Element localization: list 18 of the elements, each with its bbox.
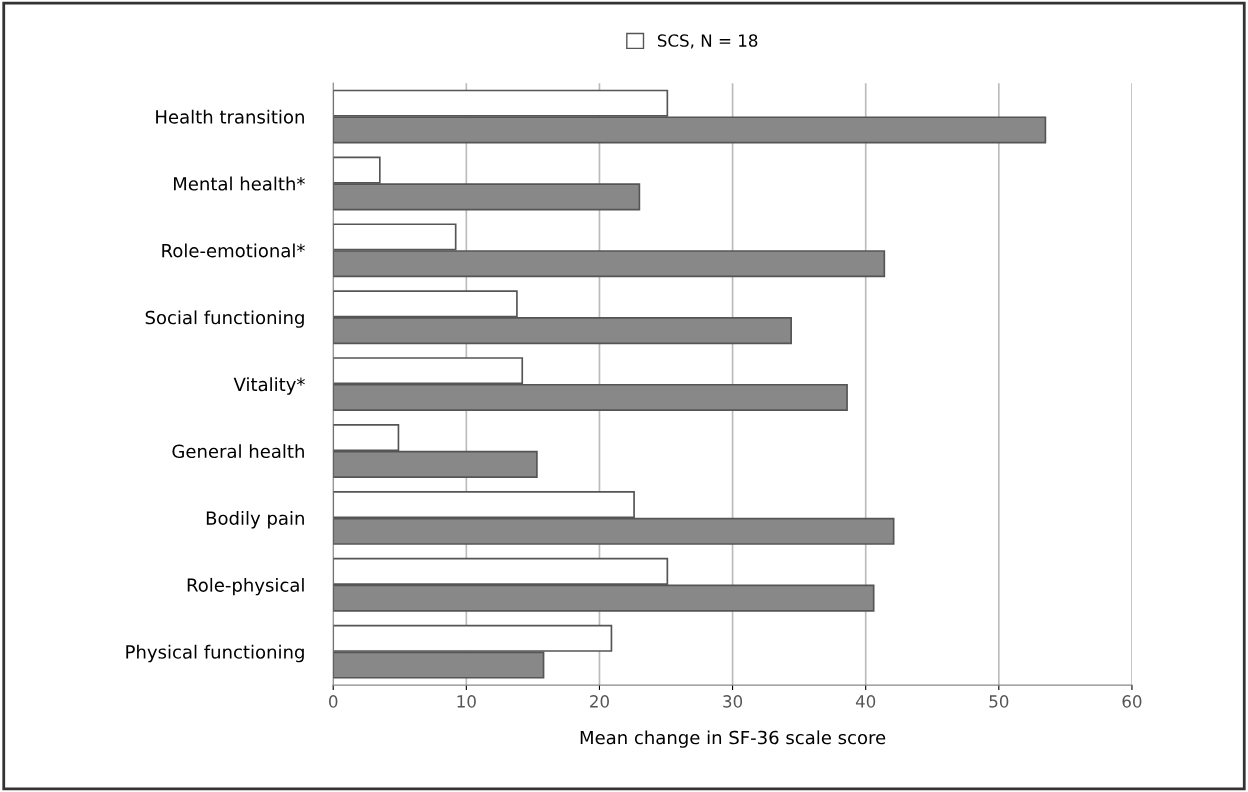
y-tick-label: General health [172, 444, 304, 459]
y-tick-label: Mental health* [174, 176, 305, 191]
x-tick-label: 30 [723, 695, 743, 708]
x-tick-label: 20 [590, 695, 609, 708]
y-tick-label: Physical functioning [126, 644, 304, 663]
y-tick-label: Role-emotional* [162, 243, 305, 258]
x-tick-label: 10 [457, 695, 476, 708]
y-tick-label: Bodily pain [206, 511, 304, 529]
y-tick-label: Health transition [156, 109, 304, 124]
x-axis-title: Mean change in SF-36 scale score [580, 730, 886, 748]
x-tick-label: 0 [329, 695, 338, 708]
x-tick-label: 50 [989, 695, 1009, 708]
legend-label: SCS, N = 18 [657, 34, 758, 49]
y-tick-label: Role-physical [187, 577, 304, 596]
x-tick-label: 40 [855, 695, 876, 708]
y-tick-label: Vitality* [233, 377, 305, 395]
y-tick-label: Social functioning [145, 310, 304, 328]
x-tick-label: 60 [1122, 695, 1142, 708]
